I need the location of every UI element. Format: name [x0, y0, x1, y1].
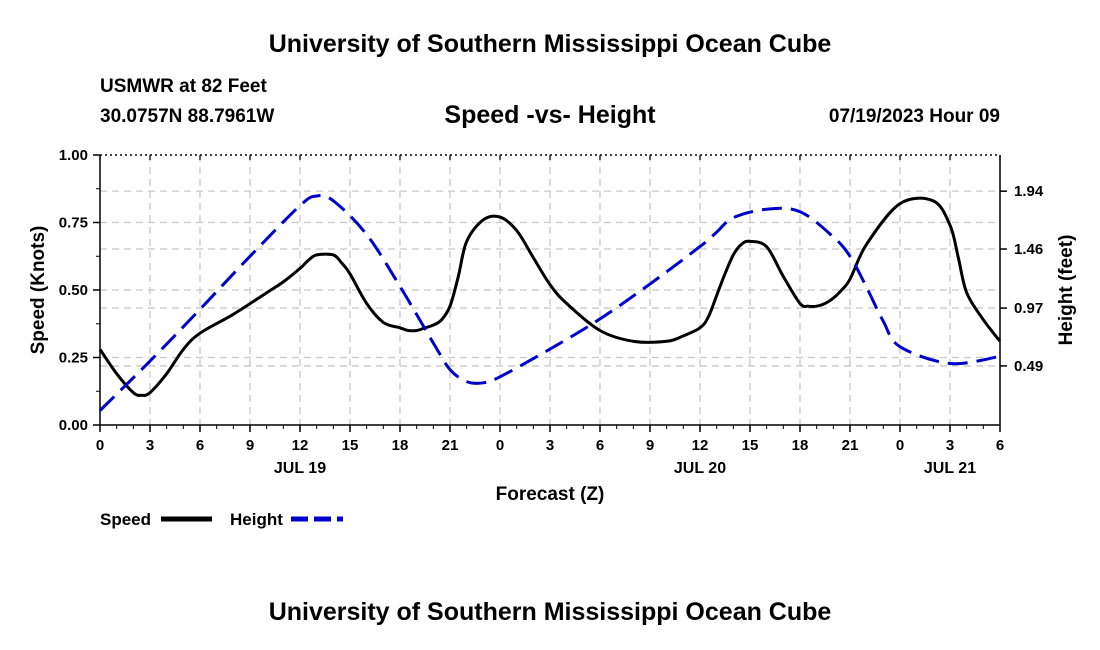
x-tick-label: 6	[196, 437, 204, 454]
x-tick-label: 15	[742, 437, 759, 454]
x-tick-label: 3	[146, 437, 154, 454]
y-axis-title: Speed (Knots)	[28, 226, 49, 355]
y-tick-label: 0.25	[59, 350, 88, 367]
x-tick-label: 12	[292, 437, 309, 454]
legend-label-speed: Speed	[100, 510, 151, 529]
series-line-speed	[98, 196, 1002, 397]
x-tick-label: 18	[792, 437, 809, 454]
footer-title: University of Southern Mississippi Ocean…	[268, 598, 832, 626]
x-tick-label: 3	[946, 437, 954, 454]
x-tick-label: 15	[342, 437, 359, 454]
x-tick-label: 21	[842, 437, 859, 454]
x-tick-label: 18	[392, 437, 409, 454]
y-tick-label: 0.00	[59, 417, 88, 434]
y-tick-label: 0.50	[59, 282, 88, 299]
x-tick-label: 0	[896, 437, 904, 454]
series-line-height	[98, 193, 1001, 412]
x-tick-label: 21	[442, 437, 459, 454]
x-tick-label: 12	[692, 437, 709, 454]
x-tick-label: 6	[996, 437, 1004, 454]
chart-subtitle: Speed -vs- Height	[444, 101, 656, 129]
x-tick-label: 9	[646, 437, 654, 454]
x-tick-label: 3	[546, 437, 554, 454]
date-label: JUL 19	[274, 460, 326, 477]
y2-tick-label: 1.46	[1014, 241, 1043, 258]
coordinates-label: 30.0757N 88.7961W	[100, 106, 275, 127]
date-label: JUL 21	[924, 460, 976, 477]
y-tick-label: 0.75	[59, 215, 88, 232]
x-axis-title: Forecast (Z)	[496, 484, 605, 505]
y2-tick-label: 0.49	[1014, 358, 1043, 375]
date-label: JUL 20	[674, 460, 726, 477]
x-tick-label: 9	[246, 437, 254, 454]
datetime-label: 07/19/2023 Hour 09	[828, 106, 1000, 127]
station-label: USMWR at 82 Feet	[100, 76, 267, 97]
y-tick-label: 1.00	[59, 147, 88, 164]
x-tick-label: 0	[96, 437, 104, 454]
y2-tick-label: 0.97	[1014, 300, 1043, 317]
x-tick-label: 0	[496, 437, 504, 454]
chart-title: University of Southern Mississippi Ocean…	[268, 30, 832, 58]
y2-axis-title: Height (feet)	[1056, 235, 1077, 346]
y2-tick-label: 1.94	[1014, 183, 1044, 200]
legend-label-height: Height	[230, 510, 283, 529]
x-tick-label: 6	[596, 437, 604, 454]
